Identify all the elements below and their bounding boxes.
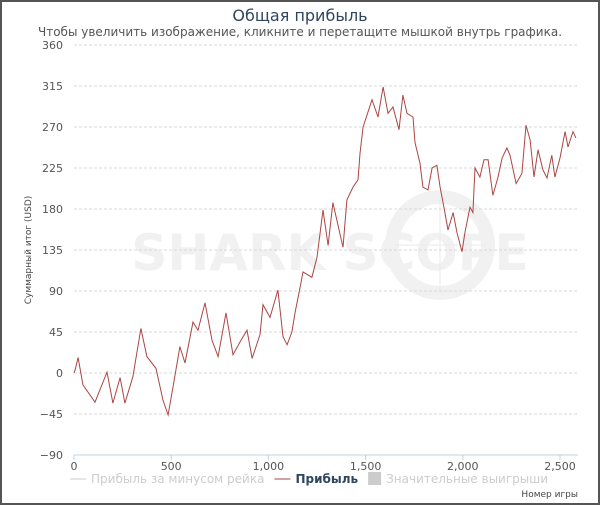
watermark: SHARK SCOPE — [131, 224, 528, 282]
y-tick-label: −90 — [40, 449, 63, 462]
chart-subtitle: Чтобы увеличить изображение, кликните и … — [38, 25, 562, 39]
legend-label: Прибыль за минусом рейка — [91, 472, 264, 486]
y-tick-label: 45 — [49, 326, 63, 339]
x-tick-label: 2,500 — [544, 460, 576, 473]
y-tick-label: 270 — [42, 121, 63, 134]
legend-item-0[interactable]: Прибыль за минусом рейка — [70, 472, 264, 486]
y-tick-label: 315 — [42, 80, 63, 93]
legend-item-2[interactable]: Значительные выигрыши — [368, 472, 548, 486]
y-tick-label: −45 — [40, 408, 63, 421]
x-tick-label: 1,500 — [350, 460, 382, 473]
series-line-profit[interactable] — [73, 86, 577, 417]
y-tick-label: 0 — [56, 367, 63, 380]
x-tick-label: 0 — [71, 460, 78, 473]
x-tick-label: 500 — [161, 460, 182, 473]
y-axis-label: Суммарный итог (USD) — [24, 196, 34, 305]
legend-label: Значительные выигрыши — [386, 472, 548, 486]
y-tick-label: 180 — [42, 203, 63, 216]
scope-crosshair-icon — [385, 190, 495, 300]
x-tick-label: 2,000 — [447, 460, 479, 473]
y-tick-label: 225 — [42, 162, 63, 175]
y-tick-label: 90 — [49, 285, 63, 298]
y-tick-label: 360 — [42, 39, 63, 52]
chart-title: Общая прибыль — [232, 6, 367, 25]
y-tick-label: 135 — [42, 244, 63, 257]
legend-label: Прибыль — [295, 472, 358, 486]
legend-item-1[interactable]: Прибыль — [274, 472, 358, 486]
x-tick-label: 1,000 — [253, 460, 285, 473]
x-axis-label: Номер игры — [521, 490, 578, 500]
legend-swatch — [368, 472, 382, 485]
